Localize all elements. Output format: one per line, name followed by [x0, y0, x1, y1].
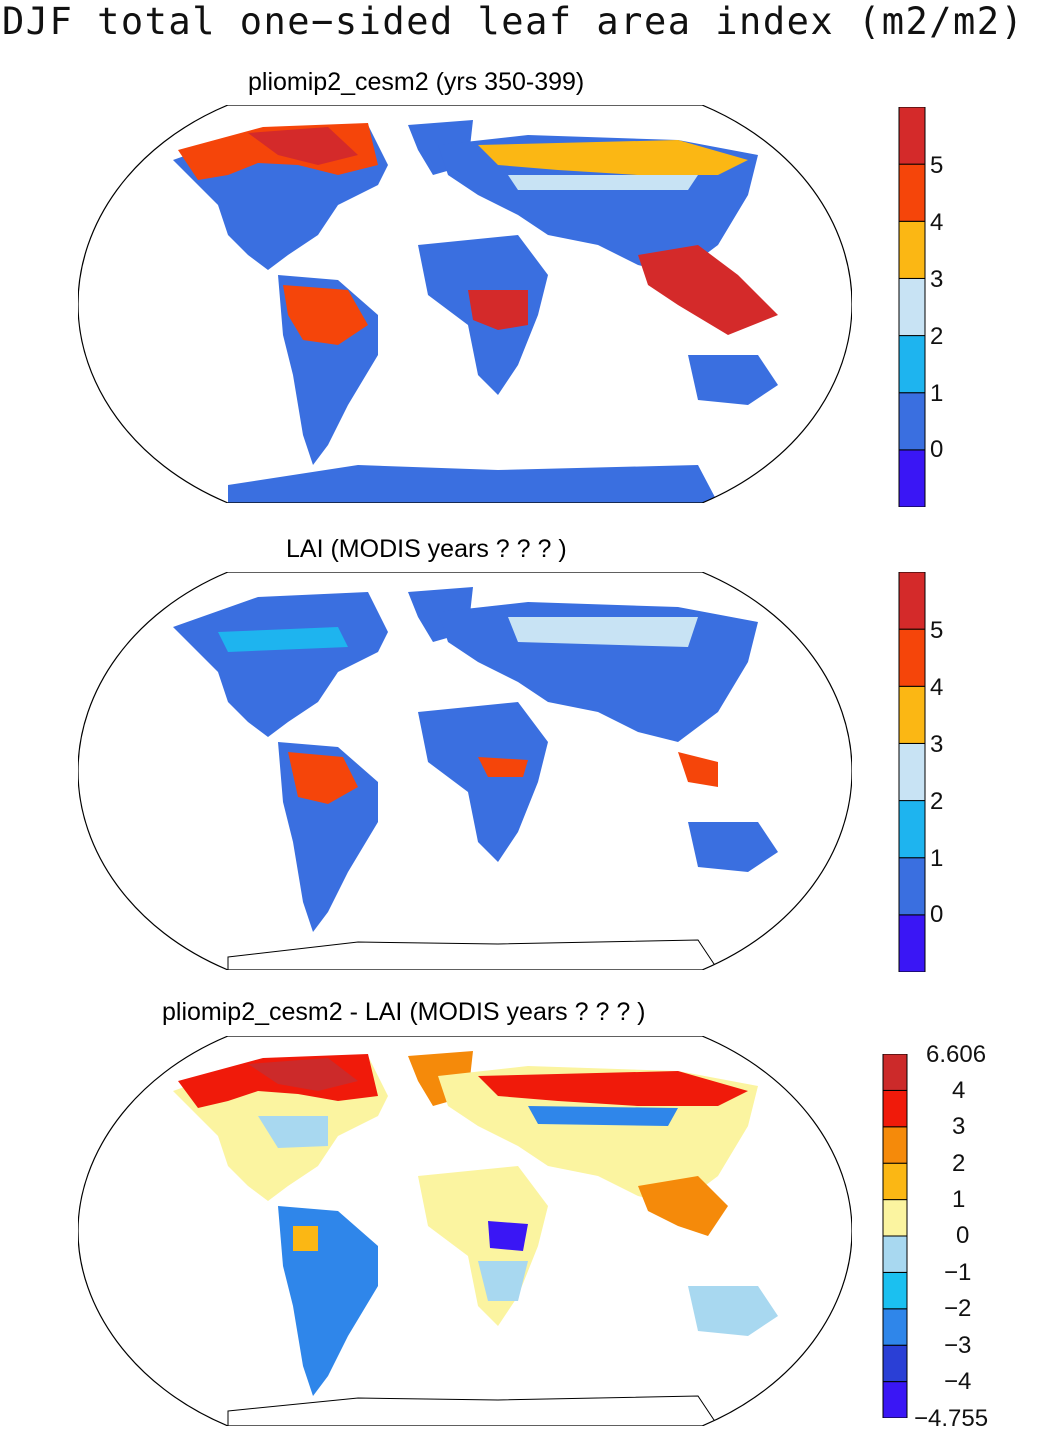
tick-label: 0: [956, 1222, 970, 1249]
tick-label: 2: [952, 1150, 966, 1177]
colorbar-model: [898, 107, 926, 507]
africa-south-decrease: [478, 1261, 528, 1301]
continent-africa: [418, 1166, 548, 1326]
colorbar-segment: [882, 1381, 908, 1418]
se-asia-increase: [638, 1176, 728, 1236]
se-asia-patch: [678, 752, 718, 787]
na-east-decrease: [258, 1116, 328, 1148]
continent-antarctica: [227, 939, 719, 970]
continent-antarctica: [227, 1395, 719, 1426]
colorbar-segment: [882, 1308, 908, 1346]
sa-amazon-high-lai: [288, 752, 358, 804]
tick-label: 1: [930, 845, 944, 872]
tick-label: 0: [930, 436, 944, 463]
colorbar-segment: [898, 572, 926, 630]
tick-label: 4: [952, 1077, 966, 1104]
na-boreal-band: [218, 627, 348, 652]
map-outline: [78, 105, 852, 503]
colorbar-segment: [882, 1344, 908, 1383]
colorbar-segment: [898, 914, 926, 972]
na-arctic-strong: [248, 1058, 358, 1091]
colorbar-segment: [882, 1235, 908, 1273]
tick-label: 2: [930, 323, 944, 350]
tick-label: 3: [952, 1113, 966, 1140]
tick-label: 1: [952, 1186, 966, 1213]
tick-label: −4.755: [914, 1405, 989, 1432]
colorbar-segment: [898, 857, 926, 916]
siberia-band: [508, 617, 698, 647]
colorbar-segment: [882, 1126, 908, 1164]
map-diff: [78, 1036, 852, 1426]
colorbar-obs: [898, 572, 926, 972]
colorbar-segment: [898, 335, 926, 394]
tick-label: 4: [930, 209, 944, 236]
tick-label: 3: [930, 266, 944, 293]
continent-australia: [688, 822, 778, 872]
siberia-band: [508, 175, 698, 190]
map-obs: [78, 572, 852, 970]
siberia-high-lai: [478, 140, 748, 175]
tick-label: −2: [944, 1295, 972, 1322]
continent-australia: [688, 355, 778, 405]
continent-australia: [688, 1286, 778, 1336]
colorbar-segment: [898, 449, 926, 507]
colorbar-segment: [882, 1162, 908, 1201]
colorbar-segment: [898, 685, 926, 744]
colorbar-segment: [882, 1089, 908, 1128]
continent-north-america: [173, 592, 388, 737]
panel-title-diff: pliomip2_cesm2 - LAI (MODIS years ? ? ? …: [162, 998, 646, 1026]
continent-antarctica: [228, 465, 718, 503]
sa-amazon-high-lai: [283, 285, 368, 345]
tick-label: 2: [930, 788, 944, 815]
colorbar-segment: [882, 1199, 908, 1237]
colorbar-segment: [898, 107, 926, 165]
tick-label: 6.606: [926, 1041, 987, 1068]
continent-south-america: [278, 1206, 378, 1396]
siberia-decrease: [528, 1106, 678, 1126]
colorbar-segment: [898, 742, 926, 802]
tick-label: −4: [944, 1368, 972, 1395]
colorbar-diff: [882, 1054, 908, 1418]
tick-label: 0: [930, 901, 944, 928]
siberia-increase: [478, 1071, 748, 1106]
africa-tropics-patch: [478, 757, 528, 777]
continent-africa: [418, 702, 548, 862]
africa-decrease: [488, 1221, 528, 1251]
panel-title-obs: LAI (MODIS years ? ? ? ): [286, 535, 567, 563]
tick-label: −1: [944, 1259, 972, 1286]
map-model: [78, 105, 852, 503]
colorbar-segment: [898, 392, 926, 451]
tick-label: 3: [930, 731, 944, 758]
colorbar-segment: [898, 800, 926, 859]
tick-label: −3: [944, 1332, 972, 1359]
na-arctic-red: [248, 127, 358, 165]
panel-title-model: pliomip2_cesm2 (yrs 350-399): [248, 68, 585, 96]
map-outline: [78, 572, 852, 970]
tick-label: 4: [930, 674, 944, 701]
colorbar-segment: [898, 628, 926, 687]
tick-label: 5: [930, 152, 944, 179]
tick-label: 5: [930, 617, 944, 644]
map-outline: [78, 1036, 852, 1426]
colorbar-segment: [882, 1271, 908, 1310]
colorbar-segment: [882, 1054, 908, 1091]
colorbar-segment: [898, 163, 926, 222]
colorbar-segment: [898, 220, 926, 279]
figure-title: DJF total one−sided leaf area index (m2/…: [2, 0, 1025, 43]
africa-tropics-high-lai: [468, 290, 528, 330]
se-asia-high-lai: [638, 245, 778, 335]
sa-patch-increase: [293, 1226, 318, 1251]
colorbar-segment: [898, 277, 926, 337]
tick-label: 1: [930, 380, 944, 407]
